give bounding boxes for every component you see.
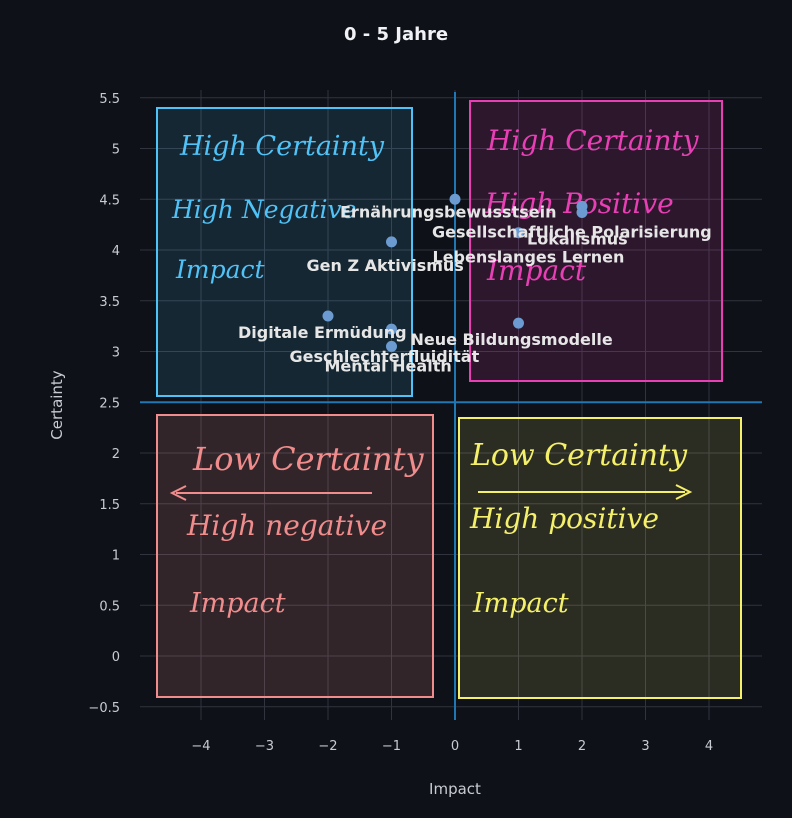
data-point <box>322 310 334 322</box>
annotation-text: Impact <box>189 588 286 619</box>
annotation-text: Low Certainty <box>470 438 688 473</box>
annotation-text: High positive <box>469 502 659 535</box>
y-tick-label: 3 <box>112 346 120 361</box>
data-point <box>449 193 461 205</box>
chart-title: 0 - 5 Jahre <box>343 24 449 45</box>
annotation-text: High Certainty <box>486 124 700 157</box>
quadrant-box <box>156 414 434 698</box>
x-tick-label: −1 <box>382 739 401 754</box>
annotation-text: Low Certainty <box>192 440 424 478</box>
x-tick-label: 0 <box>451 739 459 754</box>
left-arrow-icon <box>169 485 372 501</box>
y-tick-label: 2 <box>112 447 120 462</box>
right-arrow-icon <box>478 484 693 500</box>
data-point <box>513 317 524 329</box>
x-tick-label: −4 <box>191 739 210 754</box>
point-label: Mental Health <box>325 356 452 375</box>
y-axis-label: Certainty <box>48 370 66 439</box>
x-tick-label: 3 <box>641 739 649 754</box>
point-label: Ernährungsbewusstsein <box>340 202 556 221</box>
y-tick-label: 5.5 <box>99 92 120 107</box>
y-tick-label: 1.5 <box>99 498 120 513</box>
x-tick-label: 1 <box>514 739 522 754</box>
y-tick-label: 0 <box>112 650 120 665</box>
y-tick-label: −0.5 <box>88 701 120 716</box>
annotation-text: Impact <box>472 588 569 619</box>
annotation-text: High negative <box>186 509 387 542</box>
y-tick-label: 1 <box>112 549 120 564</box>
data-point <box>386 340 397 352</box>
x-tick-label: −3 <box>255 739 274 754</box>
annotation-text: Impact <box>175 255 265 284</box>
quadrant-box <box>156 107 413 397</box>
quadrant-box <box>458 417 742 699</box>
data-point <box>576 206 588 218</box>
point-label: Digitale Ermüdung <box>238 323 407 342</box>
point-label: Gesellschaftliche Polarisierung <box>432 222 712 241</box>
x-tick-label: 2 <box>578 739 586 754</box>
x-axis-label: Impact <box>429 780 481 798</box>
data-point <box>513 227 524 239</box>
y-tick-label: 2.5 <box>99 396 120 411</box>
y-tick-label: 4 <box>112 244 120 259</box>
point-label: Lokalismus <box>527 229 628 248</box>
y-tick-label: 5 <box>112 143 120 158</box>
y-tick-label: 0.5 <box>99 599 120 614</box>
point-label: Geschlechterfluidität <box>290 347 480 366</box>
x-tick-label: −2 <box>318 739 337 754</box>
x-tick-label: 4 <box>705 739 713 754</box>
data-point <box>386 323 397 335</box>
point-label: Neue Bildungsmodelle <box>411 330 613 349</box>
point-label: Gen Z Aktivismus <box>307 256 464 275</box>
y-tick-label: 3.5 <box>99 295 120 310</box>
quadrant-box <box>469 100 723 382</box>
data-point <box>386 236 397 248</box>
annotation-text: High Negative <box>171 195 356 224</box>
point-label: Lebenslanges Lernen <box>433 248 625 267</box>
annotation-text: Impact <box>486 254 587 287</box>
annotation-text: High Certainty <box>179 131 385 162</box>
y-tick-label: 4.5 <box>99 193 120 208</box>
